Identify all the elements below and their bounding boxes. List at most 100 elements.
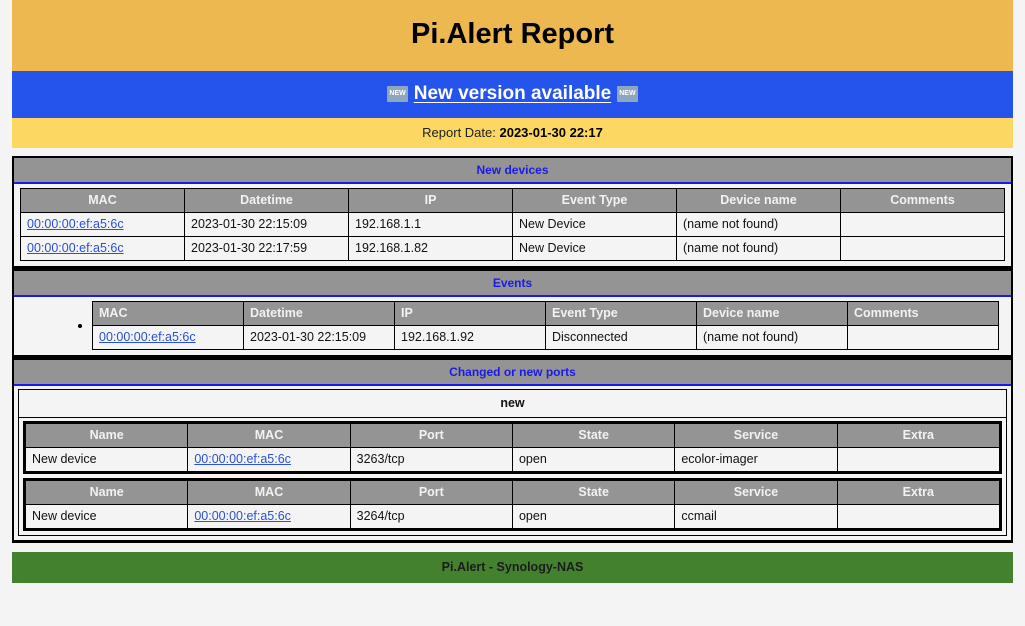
- page-title: Pi.Alert Report: [410, 18, 615, 50]
- cell-service: ecolor-imager: [674, 447, 838, 472]
- column-header-service: Service: [674, 480, 838, 505]
- table-row: 00:00:00:ef:a5:6c 2023-01-30 22:15:09 19…: [92, 325, 999, 350]
- cell-name: New device: [24, 504, 189, 529]
- column-header-device-name: Device name: [696, 301, 848, 326]
- section-body-events: MAC Datetime IP Event Type Device name C…: [14, 297, 1011, 355]
- cell-comments: [840, 212, 1005, 237]
- footer-bar: Pi.Alert - Synology-NAS: [12, 552, 1013, 583]
- ports-subtitle: new: [19, 390, 1006, 418]
- report-date-label: Report Date:: [422, 125, 496, 140]
- cell-comments: [847, 325, 999, 350]
- mac-link[interactable]: 00:00:00:ef:a5:6c: [99, 330, 196, 344]
- column-header-port: Port: [349, 480, 513, 505]
- table-row: 00:00:00:ef:a5:6c 2023-01-30 22:15:09 19…: [20, 212, 1005, 237]
- cell-mac: 00:00:00:ef:a5:6c: [92, 325, 244, 350]
- column-header-name: Name: [24, 423, 189, 448]
- cell-mac: 00:00:00:ef:a5:6c: [187, 447, 351, 472]
- column-header-extra: Extra: [836, 480, 1001, 505]
- mac-link[interactable]: 00:00:00:ef:a5:6c: [194, 509, 291, 523]
- mac-link[interactable]: 00:00:00:ef:a5:6c: [27, 241, 124, 255]
- section-new-devices: New devices MAC Datetime IP Event Type D…: [12, 156, 1013, 269]
- table-row: New device 00:00:00:ef:a5:6c 3264/tcp op…: [24, 504, 1001, 529]
- new-version-link[interactable]: NEW New version available NEW: [387, 83, 638, 105]
- new-version-label: New version available: [413, 83, 612, 104]
- version-banner: NEW New version available NEW: [12, 71, 1013, 118]
- ports-table-1: Name MAC Port State Service Extra: [24, 423, 1001, 472]
- cell-device-name: (name not found): [696, 325, 848, 350]
- section-header-new-devices: New devices: [14, 158, 1011, 184]
- section-ports: Changed or new ports new Name MAC Port: [12, 358, 1013, 543]
- new-badge-icon-right: NEW: [617, 86, 638, 102]
- table-header-row: Name MAC Port State Service Extra: [24, 423, 1001, 448]
- column-header-mac: MAC: [92, 301, 244, 326]
- table-header-row: MAC Datetime IP Event Type Device name C…: [20, 188, 1005, 213]
- column-header-event-type: Event Type: [512, 188, 677, 213]
- cell-port: 3264/tcp: [349, 504, 513, 529]
- cell-service: ccmail: [674, 504, 838, 529]
- column-header-state: State: [511, 480, 676, 505]
- cell-datetime: 2023-01-30 22:15:09: [184, 212, 349, 237]
- cell-mac: 00:00:00:ef:a5:6c: [187, 504, 351, 529]
- mac-link[interactable]: 00:00:00:ef:a5:6c: [27, 217, 124, 231]
- report-page: Pi.Alert Report NEW New version availabl…: [12, 0, 1013, 583]
- new-badge-icon-left: NEW: [387, 86, 408, 102]
- column-header-service: Service: [674, 423, 838, 448]
- new-devices-table: MAC Datetime IP Event Type Device name C…: [20, 188, 1005, 261]
- table-header-row: Name MAC Port State Service Extra: [24, 480, 1001, 505]
- column-header-datetime: Datetime: [243, 301, 395, 326]
- cell-mac: 00:00:00:ef:a5:6c: [20, 212, 185, 237]
- column-header-name: Name: [24, 480, 189, 505]
- column-header-mac: MAC: [20, 188, 185, 213]
- cell-ip: 192.168.1.1: [348, 212, 513, 237]
- ports-group: new Name MAC Port State Service Ext: [18, 389, 1007, 536]
- column-header-comments: Comments: [847, 301, 999, 326]
- mac-link[interactable]: 00:00:00:ef:a5:6c: [194, 452, 291, 466]
- column-header-comments: Comments: [840, 188, 1005, 213]
- cell-extra: [836, 447, 1001, 472]
- column-header-ip: IP: [348, 188, 513, 213]
- cell-datetime: 2023-01-30 22:15:09: [243, 325, 395, 350]
- cell-extra: [836, 504, 1001, 529]
- cell-event-type: Disconnected: [545, 325, 697, 350]
- cell-comments: [840, 236, 1005, 261]
- cell-state: open: [511, 447, 676, 472]
- list-item: MAC Datetime IP Event Type Device name C…: [20, 301, 1005, 350]
- footer-text: Pi.Alert - Synology-NAS: [441, 560, 584, 574]
- column-header-extra: Extra: [836, 423, 1001, 448]
- section-events: Events MAC Datetime IP Event Type: [12, 269, 1013, 358]
- table-header-row: MAC Datetime IP Event Type Device name C…: [92, 301, 999, 326]
- column-header-state: State: [511, 423, 676, 448]
- cell-state: open: [511, 504, 676, 529]
- events-table: MAC Datetime IP Event Type Device name C…: [92, 301, 999, 350]
- section-body-ports: new Name MAC Port State Service Ext: [14, 389, 1011, 536]
- section-header-events: Events: [14, 271, 1011, 297]
- cell-datetime: 2023-01-30 22:17:59: [184, 236, 349, 261]
- section-body-new-devices: MAC Datetime IP Event Type Device name C…: [14, 184, 1011, 266]
- cell-port: 3263/tcp: [349, 447, 513, 472]
- cell-mac: 00:00:00:ef:a5:6c: [20, 236, 185, 261]
- section-title: New devices: [476, 163, 549, 177]
- report-date-banner: Report Date: 2023-01-30 22:17: [12, 118, 1013, 148]
- ports-block-1: Name MAC Port State Service Extra: [23, 421, 1002, 474]
- column-header-mac: MAC: [187, 480, 351, 505]
- report-date-value: 2023-01-30 22:17: [499, 125, 603, 140]
- column-header-device-name: Device name: [676, 188, 841, 213]
- title-banner: Pi.Alert Report: [12, 0, 1013, 71]
- column-header-event-type: Event Type: [545, 301, 697, 326]
- report-content: New devices MAC Datetime IP Event Type D…: [12, 148, 1013, 552]
- column-header-mac: MAC: [187, 423, 351, 448]
- ports-block-2: Name MAC Port State Service Extra: [23, 478, 1002, 531]
- cell-name: New device: [24, 447, 189, 472]
- cell-ip: 192.168.1.92: [394, 325, 546, 350]
- section-header-ports: Changed or new ports: [14, 360, 1011, 386]
- table-row: New device 00:00:00:ef:a5:6c 3263/tcp op…: [24, 447, 1001, 472]
- column-header-ip: IP: [394, 301, 546, 326]
- cell-event-type: New Device: [512, 236, 677, 261]
- ports-table-2: Name MAC Port State Service Extra: [24, 480, 1001, 529]
- cell-device-name: (name not found): [676, 236, 841, 261]
- event-list: MAC Datetime IP Event Type Device name C…: [20, 301, 1005, 350]
- column-header-datetime: Datetime: [184, 188, 349, 213]
- cell-event-type: New Device: [512, 212, 677, 237]
- cell-device-name: (name not found): [676, 212, 841, 237]
- column-header-port: Port: [349, 423, 513, 448]
